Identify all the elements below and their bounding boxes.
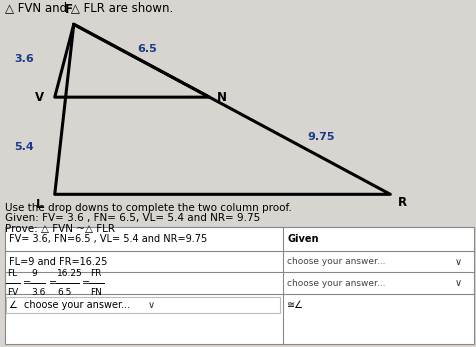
Text: 3.6: 3.6 <box>15 54 34 64</box>
Text: FL=9 and FR=16.25: FL=9 and FR=16.25 <box>9 257 107 266</box>
Text: △ FVN and △ FLR are shown.: △ FVN and △ FLR are shown. <box>5 2 173 15</box>
Text: ≅∠: ≅∠ <box>287 300 304 310</box>
Text: 3.6: 3.6 <box>31 288 46 297</box>
Text: =: = <box>23 278 31 288</box>
Text: ∨: ∨ <box>455 257 462 266</box>
Text: choose your answer...: choose your answer... <box>287 257 386 266</box>
Text: Given: Given <box>287 234 318 244</box>
Text: 5.4: 5.4 <box>15 143 34 152</box>
Text: 6.5: 6.5 <box>138 44 158 54</box>
Text: R: R <box>397 196 407 209</box>
Text: FR: FR <box>90 269 102 278</box>
Text: FL: FL <box>7 269 17 278</box>
Text: Given: FV= 3.6 , FN= 6.5, VL= 5.4 and NR= 9.75: Given: FV= 3.6 , FN= 6.5, VL= 5.4 and NR… <box>5 213 260 223</box>
Text: choose your answer...: choose your answer... <box>287 279 386 288</box>
Text: =: = <box>49 278 57 288</box>
Text: 16.25: 16.25 <box>57 269 83 278</box>
Text: 6.5: 6.5 <box>57 288 71 297</box>
Text: FV= 3.6, FN=6.5 , VL= 5.4 and NR=9.75: FV= 3.6, FN=6.5 , VL= 5.4 and NR=9.75 <box>9 234 207 244</box>
FancyBboxPatch shape <box>5 227 474 344</box>
FancyBboxPatch shape <box>6 297 280 313</box>
Text: FV: FV <box>7 288 19 297</box>
Text: ∨: ∨ <box>455 278 462 288</box>
Text: N: N <box>217 91 227 104</box>
Text: L: L <box>36 198 44 211</box>
Text: FN: FN <box>90 288 102 297</box>
Text: V: V <box>35 91 44 104</box>
Text: Use the drop downs to complete the two column proof.: Use the drop downs to complete the two c… <box>5 203 292 213</box>
Text: 9: 9 <box>31 269 37 278</box>
Text: ∠  choose your answer...: ∠ choose your answer... <box>9 300 129 310</box>
Text: ∨: ∨ <box>148 300 155 310</box>
Text: Prove: △ FVN ~△ FLR: Prove: △ FVN ~△ FLR <box>5 224 115 234</box>
Text: F: F <box>65 3 73 16</box>
Text: 9.75: 9.75 <box>307 132 335 142</box>
Text: =: = <box>82 278 90 288</box>
